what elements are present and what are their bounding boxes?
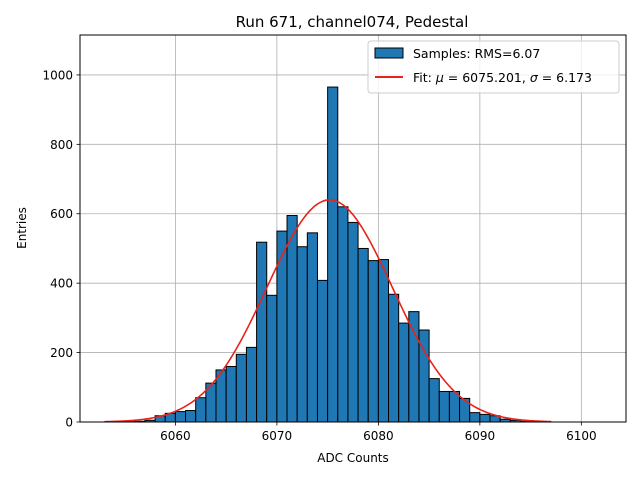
histogram-bar	[398, 322, 410, 423]
histogram-bar	[296, 246, 308, 423]
histogram-bar	[448, 390, 461, 423]
y-tick-label: 400	[50, 277, 73, 291]
histogram-bar	[337, 206, 349, 423]
x-axis-ticks: 6060 6070 6080 6090 6100	[160, 422, 597, 443]
histogram-bar	[428, 378, 440, 423]
x-tick-label: 6070	[262, 429, 293, 443]
histogram-bar	[225, 365, 237, 423]
chart-title: Run 671, channel074, Pedestal	[236, 13, 469, 31]
histogram-bar	[347, 221, 359, 423]
histogram-bar	[195, 397, 207, 423]
y-axis-label: Entries	[15, 207, 29, 249]
legend-bar-swatch	[374, 47, 404, 59]
y-tick-label: 800	[50, 138, 73, 152]
histogram-bar	[327, 86, 339, 423]
histogram-bar	[245, 346, 258, 423]
y-tick-label: 0	[65, 416, 73, 430]
histogram-bar	[469, 412, 481, 423]
histogram-bar	[377, 259, 390, 423]
y-tick-label: 600	[50, 207, 73, 221]
histogram-bar	[256, 241, 268, 423]
legend-box	[367, 40, 620, 94]
histogram-bar	[306, 232, 318, 423]
x-tick-label: 6090	[465, 429, 496, 443]
x-axis-label: ADC Counts	[317, 451, 389, 465]
histogram-bar	[286, 214, 298, 423]
histogram-bar	[235, 353, 247, 423]
histogram-bar	[174, 411, 187, 423]
legend-samples-label: Samples: RMS=6.07	[413, 46, 540, 61]
y-tick-label: 1000	[42, 68, 73, 82]
histogram-bar	[388, 293, 400, 423]
y-axis-ticks: 0 200 400 600 800 1000	[42, 68, 80, 430]
x-tick-label: 6080	[363, 429, 394, 443]
gaussian-fit-line	[104, 199, 551, 423]
histogram-bar	[367, 260, 379, 423]
histogram-bar	[357, 247, 369, 423]
histogram-bar	[408, 311, 420, 423]
histogram-bar	[185, 410, 197, 423]
x-tick-label: 6060	[160, 429, 191, 443]
plot-frame	[79, 34, 627, 423]
histogram-bar	[276, 230, 288, 423]
histogram-bar	[316, 279, 329, 423]
y-tick-label: 200	[50, 346, 73, 360]
legend: Samples: RMS=6.07 Fit: μ = 6075.201, σ =…	[367, 40, 620, 94]
fit-curve	[104, 199, 551, 423]
histogram-bar	[479, 413, 491, 423]
histogram-bar	[438, 390, 450, 423]
legend-fit-label: Fit: μ = 6075.201, σ = 6.173	[413, 70, 592, 85]
histogram-bar	[266, 294, 278, 423]
x-tick-label: 6100	[566, 429, 597, 443]
